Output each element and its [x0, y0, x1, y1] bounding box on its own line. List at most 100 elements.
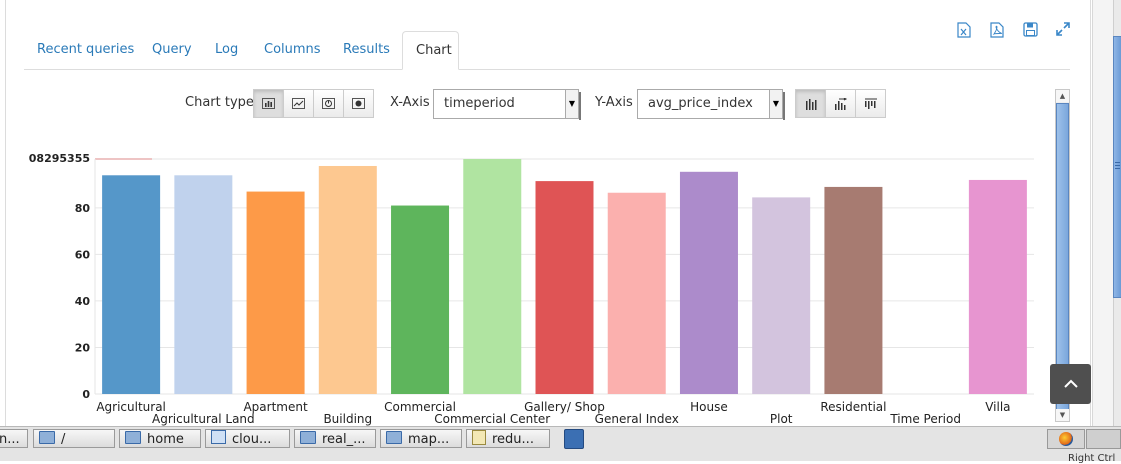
line-chart-button[interactable] — [283, 89, 314, 118]
bar-general-index — [607, 192, 666, 394]
select-shadow — [579, 92, 581, 120]
grouped-bars-icon — [805, 98, 816, 110]
x-axis-value: timeperiod — [444, 96, 515, 111]
stacked-bars-button[interactable] — [855, 89, 886, 118]
taskbar-item[interactable]: map... — [380, 429, 462, 448]
scroll-up-arrow-icon[interactable]: ▲ — [1056, 90, 1069, 102]
pie-chart-button[interactable] — [313, 89, 344, 118]
map-chart-button[interactable] — [343, 89, 374, 118]
bar-apartment — [246, 191, 305, 394]
line-chart-icon — [292, 98, 305, 109]
bar-commercial-center — [463, 159, 522, 394]
folder-icon — [386, 431, 402, 444]
taskbar-item-label: clou... — [232, 432, 272, 447]
x-tick-label: General Index — [595, 412, 679, 426]
bar-chart: 0 20 40 60 80 08295355 AgriculturalAgricultura… — [29, 152, 1034, 426]
grip-line — [1115, 165, 1120, 166]
bar-residential — [824, 186, 883, 394]
folder-icon — [39, 431, 55, 444]
x-tick-label: Commercial Center — [434, 412, 550, 426]
x-axis-label: X-Axis — [390, 95, 430, 110]
fullscreen-icon[interactable] — [1054, 22, 1072, 40]
y-axis-select[interactable]: avg_price_index — [637, 89, 785, 120]
x-tick-label: House — [690, 400, 728, 414]
x-tick-label: Apartment — [243, 400, 307, 414]
x-tick-label: Agricultural Land — [152, 412, 255, 426]
x-tick-label: Plot — [770, 412, 793, 426]
system-tray: Right Ctrl — [888, 453, 1115, 464]
taskbar-item-label: / — [61, 432, 66, 447]
folder-icon — [300, 431, 316, 444]
firefox-icon — [1059, 432, 1073, 446]
tab-log[interactable]: Log — [215, 42, 239, 57]
taskbar-item[interactable] — [1086, 429, 1121, 449]
taskbar-item[interactable]: clou... — [205, 429, 290, 448]
horizontal-bars-icon — [834, 97, 847, 110]
bar-house — [679, 171, 738, 394]
bar-chart-button[interactable] — [253, 89, 284, 118]
taskbar-item-label: home — [147, 432, 184, 447]
x-axis-select[interactable]: timeperiod — [433, 89, 581, 120]
x-tick-label: Agricultural — [96, 400, 166, 414]
horizontal-bars-button[interactable] — [825, 89, 856, 118]
taskbar-item-label: redu... — [492, 432, 534, 447]
taskbar-item[interactable]: n... — [0, 429, 28, 448]
bar-agricultural-land — [174, 175, 233, 394]
taskbar-item[interactable]: real_... — [294, 429, 376, 448]
select-shadow — [783, 92, 785, 120]
grouped-bars-button[interactable] — [795, 89, 826, 118]
y-axis-value: avg_price_index — [648, 96, 753, 111]
taskbar-item[interactable]: / — [33, 429, 115, 448]
taskbar-item-label: map... — [408, 432, 450, 447]
taskbar-item[interactable]: home — [119, 429, 201, 448]
bar-mode-group — [795, 89, 886, 118]
chart-scrollbar[interactable]: ▲ ▼ — [1055, 89, 1070, 422]
taskbar-item[interactable]: redu... — [466, 429, 550, 448]
chevron-down-icon — [565, 90, 578, 118]
back-to-top-button[interactable] — [1050, 364, 1091, 404]
tray-text: Right Ctrl — [1068, 453, 1116, 464]
window-switcher-icon[interactable] — [564, 429, 584, 449]
y-tick-label: 20 — [75, 341, 91, 354]
chevron-up-icon — [1063, 379, 1078, 388]
y-tick-label: 0 — [82, 388, 90, 401]
y-tick-label: 60 — [75, 248, 91, 261]
bar-commercial — [391, 205, 450, 394]
tab-query[interactable]: Query — [152, 42, 192, 57]
window-scroll-thumb[interactable] — [1113, 36, 1121, 298]
map-chart-icon — [352, 98, 365, 109]
firefox-task[interactable] — [1047, 429, 1085, 449]
x-tick-label: Villa — [985, 400, 1010, 414]
export-pdf-icon[interactable] — [988, 22, 1006, 40]
stacked-bars-icon — [864, 98, 877, 109]
bar-chart-icon — [262, 98, 275, 109]
taskbar-item-label: n... — [0, 432, 20, 447]
folder-icon — [125, 431, 141, 444]
grip-line — [1115, 162, 1120, 163]
scroll-down-arrow-icon[interactable]: ▼ — [1056, 409, 1069, 421]
chart-type-group — [253, 89, 374, 118]
tab-columns[interactable]: Columns — [264, 42, 321, 57]
x-tick-label: Building — [323, 412, 372, 426]
tab-recent-queries[interactable]: Recent queries — [37, 42, 135, 57]
bar-gallery-shop — [535, 181, 594, 394]
text-editor-icon — [472, 430, 486, 445]
export-excel-icon[interactable] — [955, 22, 973, 40]
chart-type-label: Chart type — [185, 95, 254, 110]
y-tick-label: 08295355 — [29, 152, 90, 165]
tab-chart[interactable]: Chart — [402, 31, 459, 70]
bar-building — [318, 165, 377, 394]
tab-results[interactable]: Results — [343, 42, 390, 57]
x-tick-label: Commercial — [384, 400, 456, 414]
x-tick-label: Residential — [820, 400, 886, 414]
tab-bar: Recent queries Query Log Columns Results… — [24, 31, 1070, 70]
pie-chart-icon — [322, 98, 335, 109]
result-toolbar — [955, 22, 1072, 40]
y-tick-label: 40 — [75, 295, 91, 308]
y-tick-label: 80 — [75, 202, 91, 215]
home-folder-icon — [211, 430, 226, 444]
chevron-down-icon — [769, 90, 782, 118]
save-icon[interactable] — [1021, 22, 1039, 40]
taskbar: n... / home clou... real_... map... redu… — [0, 426, 1121, 464]
window-scrollbar[interactable] — [1092, 0, 1121, 426]
